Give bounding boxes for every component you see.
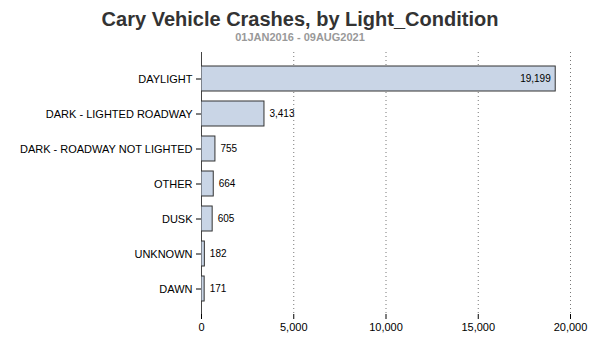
svg-text:OTHER: OTHER — [154, 178, 193, 190]
svg-text:3,413: 3,413 — [269, 108, 294, 119]
svg-text:20,000: 20,000 — [554, 321, 588, 333]
svg-text:664: 664 — [219, 178, 236, 189]
svg-text:DAYLIGHT: DAYLIGHT — [138, 73, 192, 85]
html-text:01JAN2016 - 09AUG2021: 01JAN2016 - 09AUG2021 — [235, 31, 365, 43]
svg-text:755: 755 — [220, 143, 237, 154]
svg-text:605: 605 — [218, 213, 235, 224]
svg-text:5,000: 5,000 — [280, 321, 308, 333]
svg-text:UNKNOWN: UNKNOWN — [134, 248, 192, 260]
svg-text:DARK - LIGHTED ROADWAY: DARK - LIGHTED ROADWAY — [46, 108, 193, 120]
svg-text:10,000: 10,000 — [369, 321, 403, 333]
svg-text:0: 0 — [198, 321, 204, 333]
svg-text:DAWN: DAWN — [159, 283, 192, 295]
svg-text:15,000: 15,000 — [461, 321, 495, 333]
html-text:Cary Vehicle Crashes, by Light: Cary Vehicle Crashes, by Light_Condition — [101, 8, 499, 30]
svg-text:DUSK: DUSK — [162, 213, 193, 225]
svg-text:DARK - ROADWAY NOT LIGHTED: DARK - ROADWAY NOT LIGHTED — [20, 143, 193, 155]
svg-text:182: 182 — [210, 248, 227, 259]
svg-text:171: 171 — [210, 283, 227, 294]
svg-text:19,199: 19,199 — [520, 73, 551, 84]
